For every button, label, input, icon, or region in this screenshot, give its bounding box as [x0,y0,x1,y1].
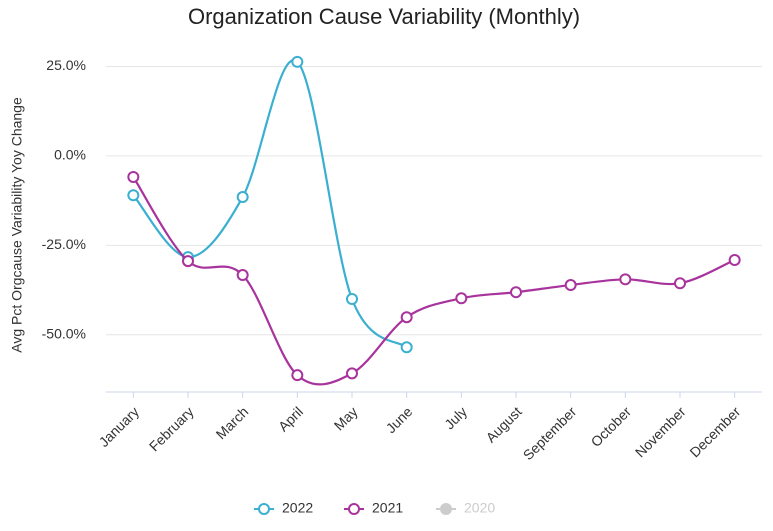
data-point [236,191,249,204]
data-point [564,279,577,292]
legend-item[interactable]: 2021 [344,500,403,516]
x-tick-label: June [383,403,416,436]
data-point [510,286,522,299]
data-point [182,255,194,268]
legend-item[interactable]: 2022 [254,500,313,516]
x-tick-label: January [96,403,143,450]
data-point [291,55,304,68]
y-tick-label: -25.0% [42,236,86,252]
x-tick-label: February [146,403,197,454]
x-tick-label: December [686,403,743,460]
x-tick-label: April [275,403,306,434]
legend-label: 2021 [372,500,403,516]
data-point [619,273,632,286]
y-tick-label: 25.0% [46,57,86,73]
data-point [400,341,413,354]
data-point [728,253,741,266]
data-point [291,369,304,382]
data-point [127,189,140,202]
data-point [127,171,140,184]
chart-title: Organization Cause Variability (Monthly) [188,4,580,29]
x-tick-label: August [483,403,525,445]
y-axis-title: Avg Pct Orgcause Variability Yoy Change [9,97,25,353]
y-tick-label: 0.0% [54,147,86,163]
data-point [674,277,686,290]
legend-label: 2022 [282,500,313,516]
data-point [400,311,413,324]
data-point [346,367,358,380]
series-line [132,59,408,349]
data-point [455,292,468,305]
y-tick-label: -50.0% [42,325,86,341]
x-tick-label: March [213,403,252,442]
legend-item[interactable]: 2020 [436,500,495,516]
x-tick-label: October [588,403,635,450]
legend-marker [258,503,270,515]
x-tick-label: May [331,403,361,433]
series-line [132,176,736,386]
x-tick-label: September [520,403,580,463]
x-tick-label: November [632,403,689,460]
data-point [346,292,358,305]
data-point [236,269,249,282]
legend-marker [348,503,360,515]
legend-label: 2020 [464,500,495,516]
x-tick-label: July [441,403,470,432]
legend-marker [440,503,452,515]
